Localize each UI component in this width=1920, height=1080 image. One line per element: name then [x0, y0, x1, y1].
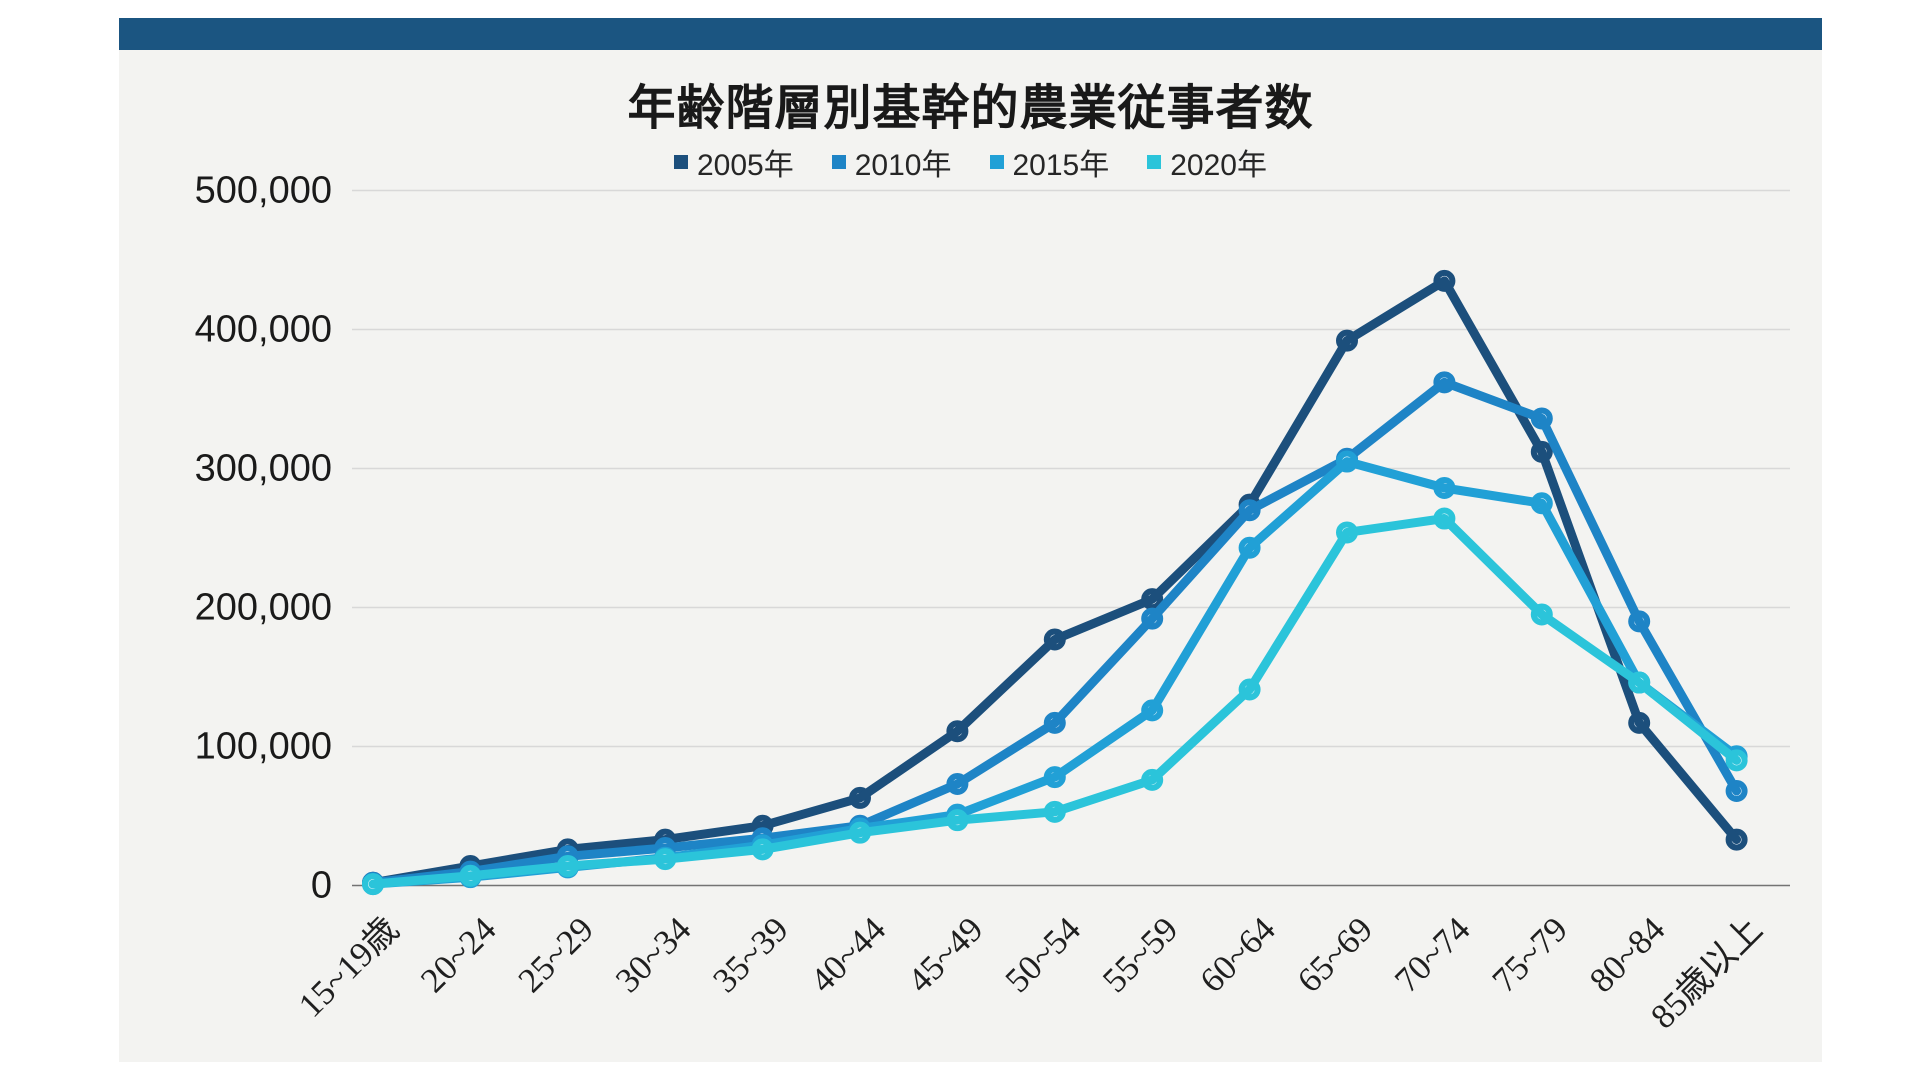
series-2015年	[362, 450, 1748, 896]
x-tick-label: 75~79	[1485, 910, 1575, 1000]
series-2005年	[362, 269, 1748, 894]
legend-item-2015: 2015年	[989, 140, 1110, 184]
x-tick-label: 25~29	[511, 910, 601, 1000]
top-accent-bar	[119, 18, 1822, 50]
chart-legend: 2005年 2010年 2015年 2020年	[119, 140, 1822, 184]
legend-item-2005: 2005年	[674, 140, 794, 184]
series-line-2020年	[368, 514, 1742, 889]
x-tick-label: 60~64	[1192, 910, 1282, 1000]
chart-title: 年齢階層別基幹的農業従事者数	[627, 82, 1314, 135]
x-tick-label: 80~84	[1582, 910, 1672, 1000]
series-2020年	[362, 507, 1748, 896]
chart-panel: 年齢階層別基幹的農業従事者数 2005年 2010年 2015年 2020年	[119, 18, 1822, 1062]
x-tick-label: 40~44	[803, 910, 893, 1000]
y-tick-label: 300,000	[195, 448, 332, 490]
legend-label-2005: 2005年	[697, 149, 794, 182]
legend-label-2015: 2015年	[1012, 149, 1110, 182]
legend-label-2020: 2020年	[1170, 149, 1267, 182]
x-tick-label: 20~24	[413, 910, 503, 1000]
y-tick-label: 400,000	[195, 309, 332, 351]
legend-swatch-2010	[831, 155, 846, 169]
y-tick-label: 0	[311, 865, 332, 907]
legend-label-2010: 2010年	[854, 149, 952, 182]
x-tick-label: 35~39	[705, 910, 795, 1000]
y-tick-label: 100,000	[195, 726, 332, 768]
x-tick-label: 45~49	[900, 910, 990, 1000]
x-tick-label: 70~74	[1387, 910, 1477, 1000]
series-line-2010年	[368, 377, 1742, 888]
legend-swatch-2005	[674, 155, 688, 169]
legend-item-2020: 2020年	[1147, 140, 1267, 184]
x-tick-label: 50~54	[998, 910, 1088, 1000]
y-tick-label: 500,000	[195, 170, 332, 212]
x-tick-label: 65~69	[1290, 910, 1380, 1000]
x-tick-label: 15~19歳	[291, 910, 406, 1025]
series-line-2005年	[368, 276, 1742, 888]
legend-swatch-2015	[989, 155, 1004, 169]
legend-item-2010: 2010年	[831, 140, 952, 184]
legend-swatch-2020	[1147, 155, 1162, 169]
x-tick-label: 55~59	[1095, 910, 1185, 1000]
x-tick-label: 30~34	[608, 910, 698, 1000]
y-tick-label: 200,000	[195, 587, 332, 629]
